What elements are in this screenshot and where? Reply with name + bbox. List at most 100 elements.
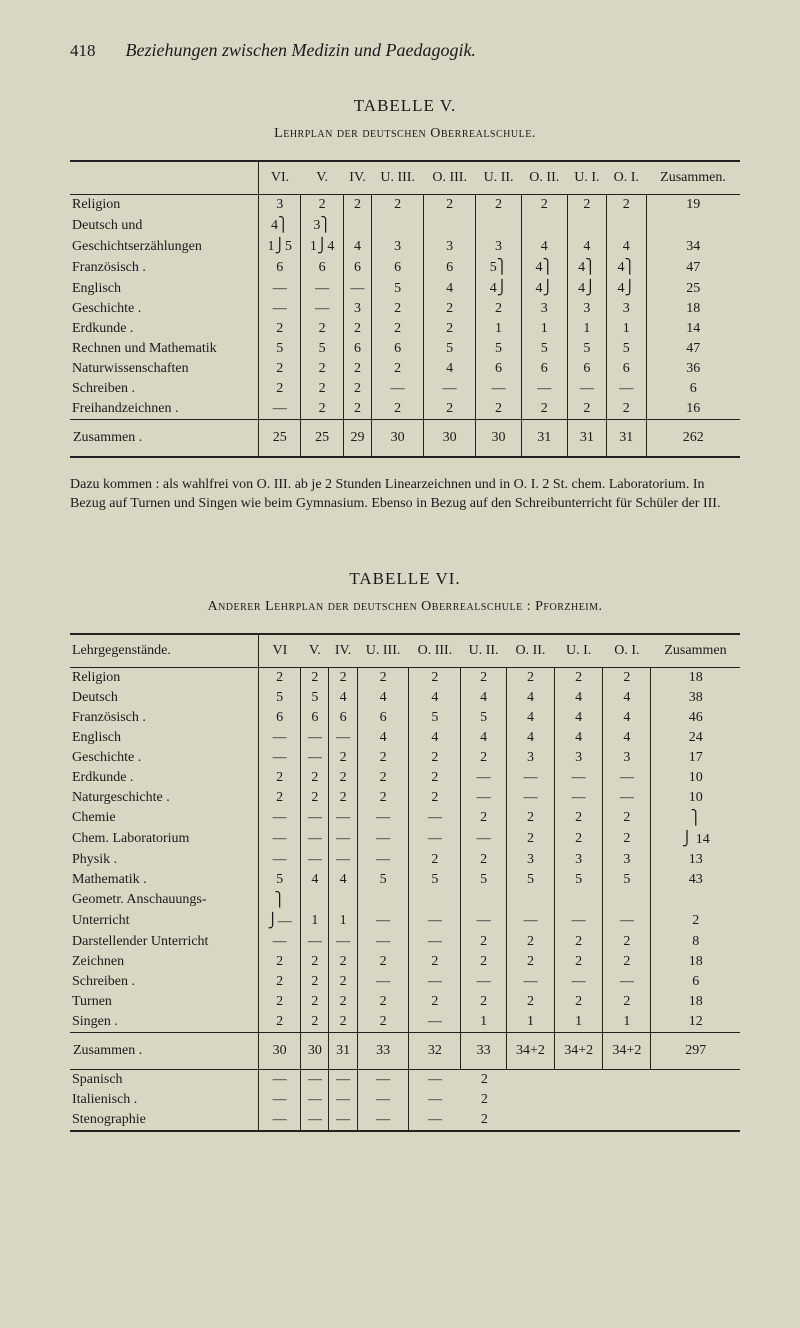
cell: 1	[607, 319, 646, 339]
cell: 2	[343, 359, 371, 379]
cell: 5	[357, 870, 409, 890]
cell: 2	[521, 399, 567, 420]
cell: ⎫	[259, 890, 301, 911]
cell: —	[301, 1090, 329, 1110]
row-label: Chem. Laboratorium	[70, 829, 259, 850]
cell: 4	[329, 688, 357, 708]
cell	[424, 215, 476, 236]
cell: 24	[651, 728, 740, 748]
cell: —	[603, 788, 651, 808]
cell: 2	[409, 768, 461, 788]
table-row: Geometr. Anschauungs-⎫	[70, 890, 740, 911]
cell: —	[301, 850, 329, 870]
cell: 5	[506, 870, 554, 890]
cell: 2	[301, 399, 343, 420]
cell: 5	[301, 688, 329, 708]
cell: —	[409, 1110, 461, 1131]
cell: —	[357, 1110, 409, 1131]
cell: 6	[259, 257, 301, 278]
table5-col: Zusammen.	[646, 161, 740, 195]
cell: 6	[357, 708, 409, 728]
cell: 2	[357, 952, 409, 972]
cell: —	[476, 379, 522, 399]
cell: 46	[651, 708, 740, 728]
cell: —	[301, 728, 329, 748]
extra-note: 2	[461, 1090, 740, 1110]
row-label: Darstellender Unterricht	[70, 932, 259, 952]
cell: 2	[506, 808, 554, 829]
page: 418 Beziehungen zwischen Medizin und Pae…	[0, 0, 800, 1328]
cell: 3	[567, 299, 606, 319]
table6-col: Zusammen	[651, 634, 740, 668]
table6-sum-cell: 30	[259, 1032, 301, 1069]
cell: 6	[343, 257, 371, 278]
cell: —	[409, 972, 461, 992]
cell: —	[357, 911, 409, 932]
cell: —	[301, 1069, 329, 1090]
cell: 5	[521, 339, 567, 359]
cell: 2	[603, 992, 651, 1012]
cell: 3	[555, 748, 603, 768]
cell: 4	[424, 359, 476, 379]
table6-sum-cell: 32	[409, 1032, 461, 1069]
cell: 2	[343, 319, 371, 339]
cell: 19	[646, 195, 740, 216]
cell: —	[409, 1069, 461, 1090]
cell: 2	[259, 379, 301, 399]
cell: —	[259, 808, 301, 829]
cell	[651, 890, 740, 911]
cell: 4	[461, 728, 507, 748]
cell: —	[301, 278, 343, 299]
cell: —	[329, 808, 357, 829]
row-label: Religion	[70, 195, 259, 216]
cell: ⎫	[651, 808, 740, 829]
table-row: Französisch .666665⎫4⎫4⎫4⎫47	[70, 257, 740, 278]
table5-col: O. II.	[521, 161, 567, 195]
cell: 2	[372, 359, 424, 379]
cell: 2	[555, 992, 603, 1012]
cell: 6	[651, 972, 740, 992]
cell: 2	[506, 829, 554, 850]
cell: 2	[409, 850, 461, 870]
table-row: Freihandzeichnen .—2222222216	[70, 399, 740, 420]
cell: 4	[506, 728, 554, 748]
cell: 4⎭	[607, 278, 646, 299]
cell: —	[357, 850, 409, 870]
cell: 2	[651, 911, 740, 932]
table-row: Deutsch und4⎫3⎫	[70, 215, 740, 236]
table5-sum-cell: 29	[343, 420, 371, 458]
cell: 2	[424, 399, 476, 420]
cell: —	[259, 1069, 301, 1090]
row-label: Italienisch .	[70, 1090, 259, 1110]
cell: —	[357, 1090, 409, 1110]
cell: 4	[357, 728, 409, 748]
row-label: Erdkunde .	[70, 319, 259, 339]
cell: —	[301, 748, 329, 768]
table-row: Naturgeschichte .22222————10	[70, 788, 740, 808]
cell: 2	[259, 952, 301, 972]
row-label: Deutsch und	[70, 215, 259, 236]
cell: 2	[521, 195, 567, 216]
cell: 3	[506, 850, 554, 870]
row-label: Mathematik .	[70, 870, 259, 890]
cell: 43	[651, 870, 740, 890]
cell: 4	[409, 728, 461, 748]
cell: 12	[651, 1012, 740, 1033]
cell: 2	[476, 299, 522, 319]
cell: 2	[301, 952, 329, 972]
cell: 4	[329, 870, 357, 890]
cell: 6	[372, 339, 424, 359]
row-label: Englisch	[70, 278, 259, 299]
cell: 2	[357, 788, 409, 808]
cell: 4	[461, 688, 507, 708]
cell: 4	[343, 236, 371, 257]
cell: 4	[603, 728, 651, 748]
cell: —	[461, 911, 507, 932]
cell: 2	[259, 667, 301, 688]
cell: 1	[506, 1012, 554, 1033]
row-label: Schreiben .	[70, 379, 259, 399]
table5-sum-cell: 30	[476, 420, 522, 458]
cell: 5	[259, 870, 301, 890]
row-label: Naturwissenschaften	[70, 359, 259, 379]
cell: —	[521, 379, 567, 399]
